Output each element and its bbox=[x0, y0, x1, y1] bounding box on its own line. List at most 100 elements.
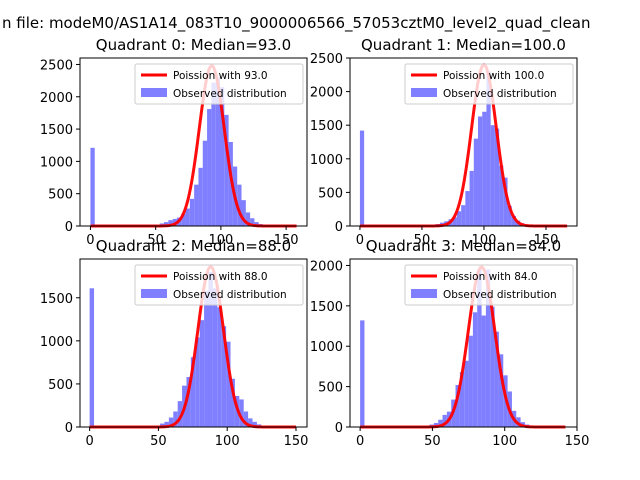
histogram-bar bbox=[173, 411, 178, 427]
legend-poisson-label: Poission with 88.0 bbox=[173, 271, 268, 283]
histogram-bar bbox=[168, 417, 174, 427]
histogram-bar bbox=[226, 341, 231, 427]
y-tick-label: 1000 bbox=[40, 155, 73, 170]
histogram-bar bbox=[511, 215, 516, 226]
histogram-bar bbox=[490, 306, 495, 427]
x-tick-label: 0 bbox=[356, 233, 364, 248]
histogram-bar bbox=[207, 109, 212, 226]
y-tick-label: 500 bbox=[318, 186, 343, 201]
y-tick-label: 0 bbox=[65, 220, 73, 235]
histogram-bar bbox=[202, 140, 208, 226]
y-tick-label: 500 bbox=[48, 378, 73, 393]
histogram-bar bbox=[164, 421, 169, 427]
legend-box bbox=[404, 63, 574, 105]
x-tick-label: 50 bbox=[414, 233, 431, 248]
x-tick-label: 100 bbox=[215, 434, 240, 449]
histogram-bar bbox=[477, 269, 482, 427]
y-tick-label: 2000 bbox=[310, 86, 343, 101]
histogram-bar bbox=[212, 288, 218, 427]
x-tick-label: 50 bbox=[150, 434, 167, 449]
x-tick-label: 0 bbox=[86, 233, 94, 248]
histogram-bar bbox=[219, 87, 225, 226]
histogram-bar bbox=[221, 326, 227, 427]
histogram-bar bbox=[217, 307, 222, 427]
y-tick-label: 2500 bbox=[40, 58, 73, 73]
histogram-bar bbox=[245, 212, 251, 226]
x-tick-label: 150 bbox=[274, 233, 299, 248]
x-tick-label: 150 bbox=[565, 434, 590, 449]
x-tick-label: 50 bbox=[424, 434, 441, 449]
y-tick-label: 1500 bbox=[40, 123, 73, 138]
legend-observed-swatch bbox=[411, 289, 437, 298]
y-tick-label: 500 bbox=[318, 381, 343, 396]
histogram-bar bbox=[469, 170, 474, 226]
histogram-bar bbox=[455, 385, 460, 427]
histogram-bar bbox=[248, 418, 253, 427]
legend-observed-swatch bbox=[411, 88, 437, 97]
histogram-bar bbox=[464, 360, 469, 427]
histogram-bar bbox=[168, 220, 173, 226]
histogram-bar bbox=[472, 312, 478, 427]
histogram-bar bbox=[224, 114, 229, 226]
histogram-bar bbox=[190, 357, 196, 427]
x-tick-label: 100 bbox=[492, 434, 517, 449]
histogram-bar bbox=[195, 337, 200, 427]
y-tick-label: 0 bbox=[65, 421, 73, 436]
figure-title: n file: modeM0/AS1A14_083T10_9000006566_… bbox=[2, 14, 591, 33]
histogram-bar bbox=[164, 222, 169, 226]
histogram-bar bbox=[199, 320, 205, 427]
legend: Poission with 93.0 Observed distribution bbox=[134, 63, 304, 105]
x-tick-label: 50 bbox=[147, 233, 164, 248]
histogram-bar bbox=[250, 218, 255, 226]
legend-poisson-label: Poission with 84.0 bbox=[443, 271, 538, 283]
histogram-bar bbox=[459, 372, 465, 427]
histogram-bar bbox=[482, 111, 487, 226]
legend-box bbox=[404, 264, 574, 306]
axes-frame bbox=[349, 57, 578, 227]
histogram-bar bbox=[215, 77, 220, 226]
histogram-bar bbox=[478, 116, 483, 226]
histogram-bar bbox=[239, 399, 244, 427]
histogram-bar bbox=[237, 184, 242, 226]
histogram-bar bbox=[473, 138, 479, 226]
histogram-bar bbox=[498, 354, 504, 427]
histogram-bar bbox=[503, 177, 508, 226]
histogram-bar bbox=[185, 208, 190, 226]
y-tick-label: 2000 bbox=[40, 91, 73, 106]
histogram-bar bbox=[252, 421, 257, 427]
subplot-title: Quadrant 1: Median=100.0 bbox=[361, 36, 566, 54]
histogram-bar bbox=[507, 205, 512, 226]
histogram-bar bbox=[490, 125, 495, 226]
legend-observed-swatch bbox=[141, 289, 167, 298]
legend-observed-label: Observed distribution bbox=[173, 289, 287, 301]
histogram-bar bbox=[468, 335, 473, 427]
histogram-bar bbox=[499, 165, 504, 226]
y-tick-label: 0 bbox=[335, 220, 343, 235]
histogram-bar bbox=[89, 288, 95, 427]
histogram-bar bbox=[90, 147, 95, 226]
legend: Poission with 84.0 Observed distribution bbox=[404, 264, 574, 306]
histogram-bar bbox=[160, 423, 165, 427]
histogram-bar bbox=[208, 271, 213, 427]
y-tick-label: 1500 bbox=[310, 300, 343, 315]
legend-observed-label: Observed distribution bbox=[443, 88, 557, 100]
x-tick-label: 150 bbox=[284, 434, 309, 449]
histogram-bar bbox=[241, 200, 246, 226]
x-tick-label: 100 bbox=[472, 233, 497, 248]
legend-observed-label: Observed distribution bbox=[443, 289, 557, 301]
histogram-bar bbox=[456, 211, 462, 226]
subplot-title: Quadrant 0: Median=93.0 bbox=[96, 36, 291, 54]
histogram-bar bbox=[438, 419, 443, 427]
histogram-bar bbox=[181, 213, 186, 226]
histogram-bar bbox=[485, 269, 491, 427]
y-tick-label: 1500 bbox=[40, 292, 73, 307]
axes-frame bbox=[79, 258, 308, 428]
y-tick-label: 500 bbox=[48, 188, 73, 203]
legend-poisson-label: Poission with 100.0 bbox=[443, 70, 544, 82]
x-tick-label: 0 bbox=[356, 434, 364, 449]
observed-histogram bbox=[359, 71, 525, 226]
axes-frame bbox=[79, 57, 308, 227]
